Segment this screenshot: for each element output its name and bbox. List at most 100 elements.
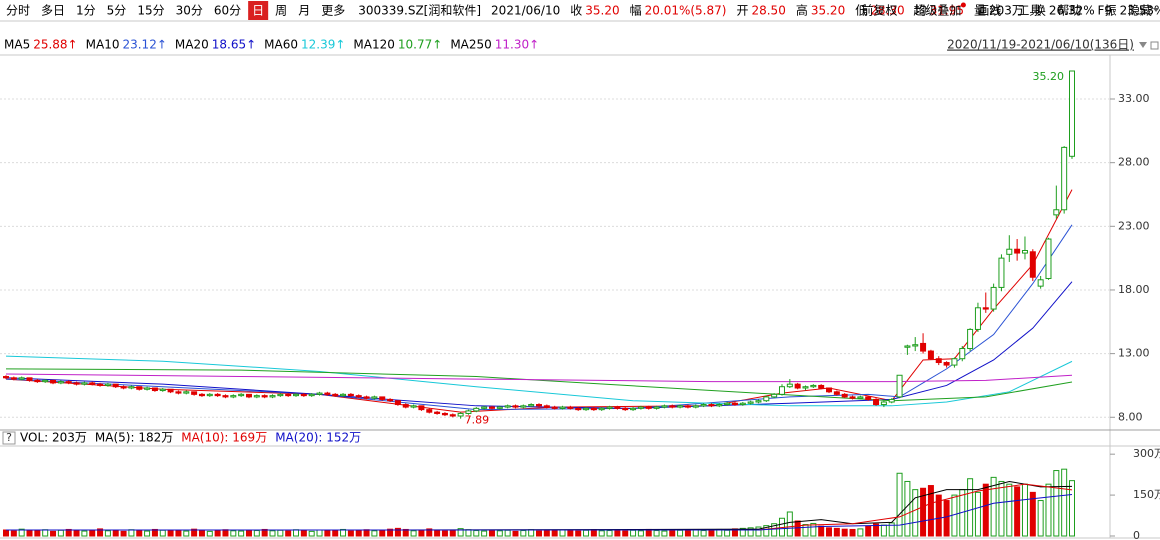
volume-bar (598, 530, 605, 537)
period-button[interactable]: 15分 (137, 4, 164, 18)
candle-body (692, 405, 699, 408)
volume-bar (269, 530, 276, 537)
candle-body (449, 414, 456, 417)
volume-bar (708, 529, 715, 537)
volume-bar (567, 530, 574, 537)
volume-bar (332, 529, 339, 537)
date-range[interactable]: 2020/11/19-2021/06/10(136日) (947, 38, 1134, 52)
ma-line (5, 373, 1073, 383)
candle-body (920, 342, 927, 352)
candle-body (89, 382, 96, 385)
menu-item[interactable]: 帮助 (1057, 4, 1081, 18)
candle-body (434, 411, 441, 414)
volume-bar (347, 530, 354, 537)
volume-bar (974, 491, 981, 537)
volume-bar (1045, 483, 1052, 537)
candle-body (841, 393, 848, 398)
candle-body (794, 383, 801, 389)
price-annotation: 7.89 (465, 414, 490, 427)
period-button[interactable]: 5分 (107, 4, 127, 18)
volume-bar (669, 529, 676, 537)
period-button[interactable]: 60分 (214, 4, 241, 18)
candle-body (865, 396, 872, 400)
volume-bar (1014, 486, 1021, 537)
volume-bar (434, 530, 441, 537)
help-box[interactable] (2, 431, 16, 445)
candle-body (175, 391, 182, 394)
menu-item[interactable]: 画线 (977, 4, 1001, 18)
candle-body (959, 348, 966, 360)
volume-bar (324, 530, 331, 537)
volume-bar (1061, 468, 1068, 537)
volume-bar (42, 529, 49, 537)
period-button[interactable]: 周 (275, 4, 287, 18)
volume-tick-label: 150万 (1133, 488, 1160, 501)
menu-item[interactable]: F9 (1097, 4, 1112, 18)
candle-body (316, 392, 323, 395)
volume-bar (606, 530, 613, 537)
ma-legend-value: 10.77↑ (398, 38, 442, 52)
ma-line (6, 480, 1073, 531)
candle-body (583, 407, 590, 411)
candle-body (10, 377, 17, 380)
ma-legend-value: 25.88↑ (33, 38, 77, 52)
volume-bar (927, 485, 934, 537)
volume-bar (191, 528, 198, 537)
help-mark[interactable]: ? (6, 431, 12, 444)
volume-bar (261, 528, 268, 537)
candle-body (57, 381, 64, 384)
ma-line (5, 281, 1073, 409)
volume-bar (387, 528, 394, 537)
candle-body (880, 401, 887, 406)
period-button[interactable]: 更多 (321, 4, 345, 18)
volume-bar (73, 530, 80, 537)
candle-body (300, 393, 307, 397)
lock-icon (1150, 41, 1159, 50)
candle-body (559, 406, 566, 409)
period-button[interactable]: 30分 (176, 4, 203, 18)
volume-bar (849, 528, 856, 537)
candle-body (50, 379, 57, 384)
candle-body (128, 386, 135, 389)
candle-body (528, 404, 535, 407)
candle-body (1029, 251, 1036, 278)
volume-bar (982, 483, 989, 537)
volume-bar (198, 530, 205, 537)
period-button[interactable]: 日 (252, 4, 264, 18)
candle-body (81, 382, 88, 385)
quote-label: 量 (974, 4, 986, 18)
menu-item[interactable]: 前复权 (861, 3, 897, 18)
volume-bar (1006, 483, 1013, 537)
candle-body (198, 393, 205, 397)
volume-bar (230, 530, 237, 537)
volume-bar (245, 529, 252, 537)
candle-body (551, 406, 558, 409)
period-button[interactable]: 1分 (76, 4, 96, 18)
menu-item[interactable]: 隐藏 (1128, 4, 1152, 18)
volume-bar (175, 529, 182, 537)
candle-body (18, 377, 25, 380)
volume-bar (410, 530, 417, 537)
period-button[interactable]: 多日 (41, 4, 65, 18)
volume-bar (144, 530, 151, 537)
volume-bar (465, 529, 472, 537)
period-button[interactable]: 月 (298, 4, 310, 18)
candle-body (112, 383, 119, 388)
volume-bar (238, 530, 245, 537)
candle-body (739, 402, 746, 406)
quote-value: 35.20 (585, 4, 619, 18)
volume-bar (920, 487, 927, 537)
candle-body (504, 405, 511, 408)
candle-body (73, 382, 80, 385)
quote-label: 收 (570, 4, 582, 18)
menu-item[interactable]: 工具 (1017, 4, 1041, 18)
menu-item[interactable]: 超级叠加 (913, 3, 961, 18)
ma-line (6, 483, 1073, 531)
volume-bar (967, 478, 974, 537)
ma-legend-name: MA120 (353, 38, 394, 52)
period-button[interactable]: 分时 (6, 4, 30, 18)
volume-bar (457, 528, 464, 537)
candle-body (810, 384, 817, 388)
